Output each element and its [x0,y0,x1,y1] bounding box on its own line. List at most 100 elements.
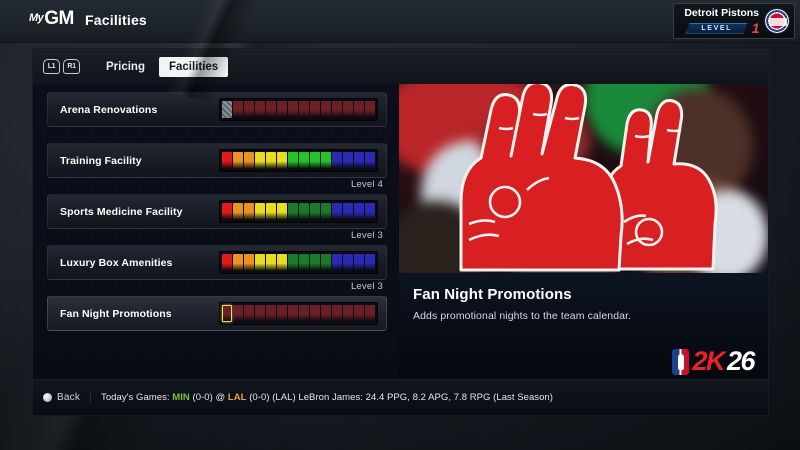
level-segment [266,254,276,271]
circle-button-icon [43,393,52,402]
level-segment [321,203,331,220]
level-segment [343,203,353,220]
level-segment [365,152,375,169]
team-info: Detroit Pistons LEVEL 1 [680,7,759,35]
level-segment [277,203,287,220]
ticker-away-team: MIN [172,392,190,403]
facility-name: Fan Night Promotions [60,307,172,320]
tab-facilities[interactable]: Facilities [158,56,229,77]
facility-item[interactable]: Arena Renovations [47,92,387,127]
level-segment [288,101,298,118]
level-badge-label: LEVEL [701,24,732,32]
facility-item[interactable]: Fan Night Promotions [47,296,387,331]
level-segment [365,305,375,322]
level-segment [277,305,287,322]
facility-level-caption [47,331,387,345]
level-segment [266,305,276,322]
l1-bumper-icon[interactable]: L1 [43,59,60,74]
level-segment [244,203,254,220]
facility-item[interactable]: Luxury Box Amenities [47,245,387,280]
level-segment [299,254,309,271]
facility-level-bar[interactable] [219,302,378,325]
level-segment [266,152,276,169]
level-segment [343,152,353,169]
level-segment [332,305,342,322]
level-segment [255,254,265,271]
level-segment [222,203,232,220]
facility-description-block: Fan Night Promotions Adds promotional ni… [399,273,768,381]
facility-list: Arena Renovations Training Facility Level … [33,84,399,381]
level-segment [244,254,254,271]
facility-level-bar[interactable] [219,251,378,274]
facility-item[interactable]: Sports Medicine Facility [47,194,387,229]
level-segment [233,203,243,220]
tab-pricing[interactable]: Pricing [96,57,155,77]
level-segment [321,305,331,322]
ticker-home-record: (0-0) (LAL) LeBron James: 24.4 PPG, 8.2 … [246,392,553,403]
level-segment [288,203,298,220]
tab-bar: L1 R1 Pricing Facilities [33,49,768,84]
level-segment [233,305,243,322]
level-segment [332,203,342,220]
pistons-logo-icon [764,8,790,34]
level-segment [288,152,298,169]
mygm-logo: My GM [29,9,74,28]
level-segment [277,101,287,118]
level-segment [343,254,353,271]
top-bar: My GM Facilities Detroit Pistons LEVEL 1 [0,0,800,118]
level-segment [288,254,298,271]
level-segment [255,203,265,220]
level-segment [222,101,232,118]
level-segment [233,152,243,169]
level-segment [288,305,298,322]
facility-name: Training Facility [60,154,142,167]
facility-name: Arena Renovations [60,103,158,116]
level-segment [299,203,309,220]
red-foam-finger-icon [459,84,718,272]
level-segment [310,101,320,118]
level-segment [222,254,232,271]
level-segment [244,152,254,169]
team-level-row: LEVEL 1 [686,20,760,36]
brand-gm-text: GM [44,8,74,29]
ticker-home-team: LAL [227,392,247,403]
ticker-away-record: (0-0) [189,392,216,403]
level-segment [365,203,375,220]
team-status-plate: Detroit Pistons LEVEL 1 [673,3,795,39]
level-segment [365,254,375,271]
level-segment [354,152,364,169]
facility-name: Luxury Box Amenities [60,256,173,269]
level-segment [255,305,265,322]
level-segment [354,101,364,118]
facility-level-caption [47,127,387,141]
level-segment [310,203,320,220]
level-segment [332,152,342,169]
level-segment [299,101,309,118]
facility-level-bar[interactable] [219,98,378,121]
facility-level-bar[interactable] [219,149,378,172]
facility-level-caption: Level 4 [350,179,383,190]
logo-26-text: 26 [726,346,756,376]
content-panel: L1 R1 Pricing Facilities Arena Renovatio… [32,48,769,416]
brand-my-text: My [29,12,44,24]
level-value: 1 [751,20,760,36]
facility-level-bar[interactable] [219,200,378,223]
facility-detail-panel: Fan Night Promotions Adds promotional ni… [399,84,768,381]
level-segment [321,254,331,271]
facility-item[interactable]: Training Facility [47,143,387,178]
facility-row-1: Training Facility Level 4 [47,143,387,192]
r1-bumper-icon[interactable]: R1 [63,59,80,74]
level-segment [354,203,364,220]
level-segment [321,152,331,169]
level-segment [310,254,320,271]
level-segment [343,305,353,322]
panel-body: Arena Renovations Training Facility Level … [33,84,768,381]
level-segment [354,305,364,322]
nba-logo-icon [672,348,690,375]
level-segment [299,152,309,169]
level-segment [299,305,309,322]
nba-2k26-logo: 2K 26 [672,346,756,376]
back-button[interactable]: Back [43,392,92,403]
level-segment [310,152,320,169]
bumper-hints: L1 R1 [43,59,80,74]
